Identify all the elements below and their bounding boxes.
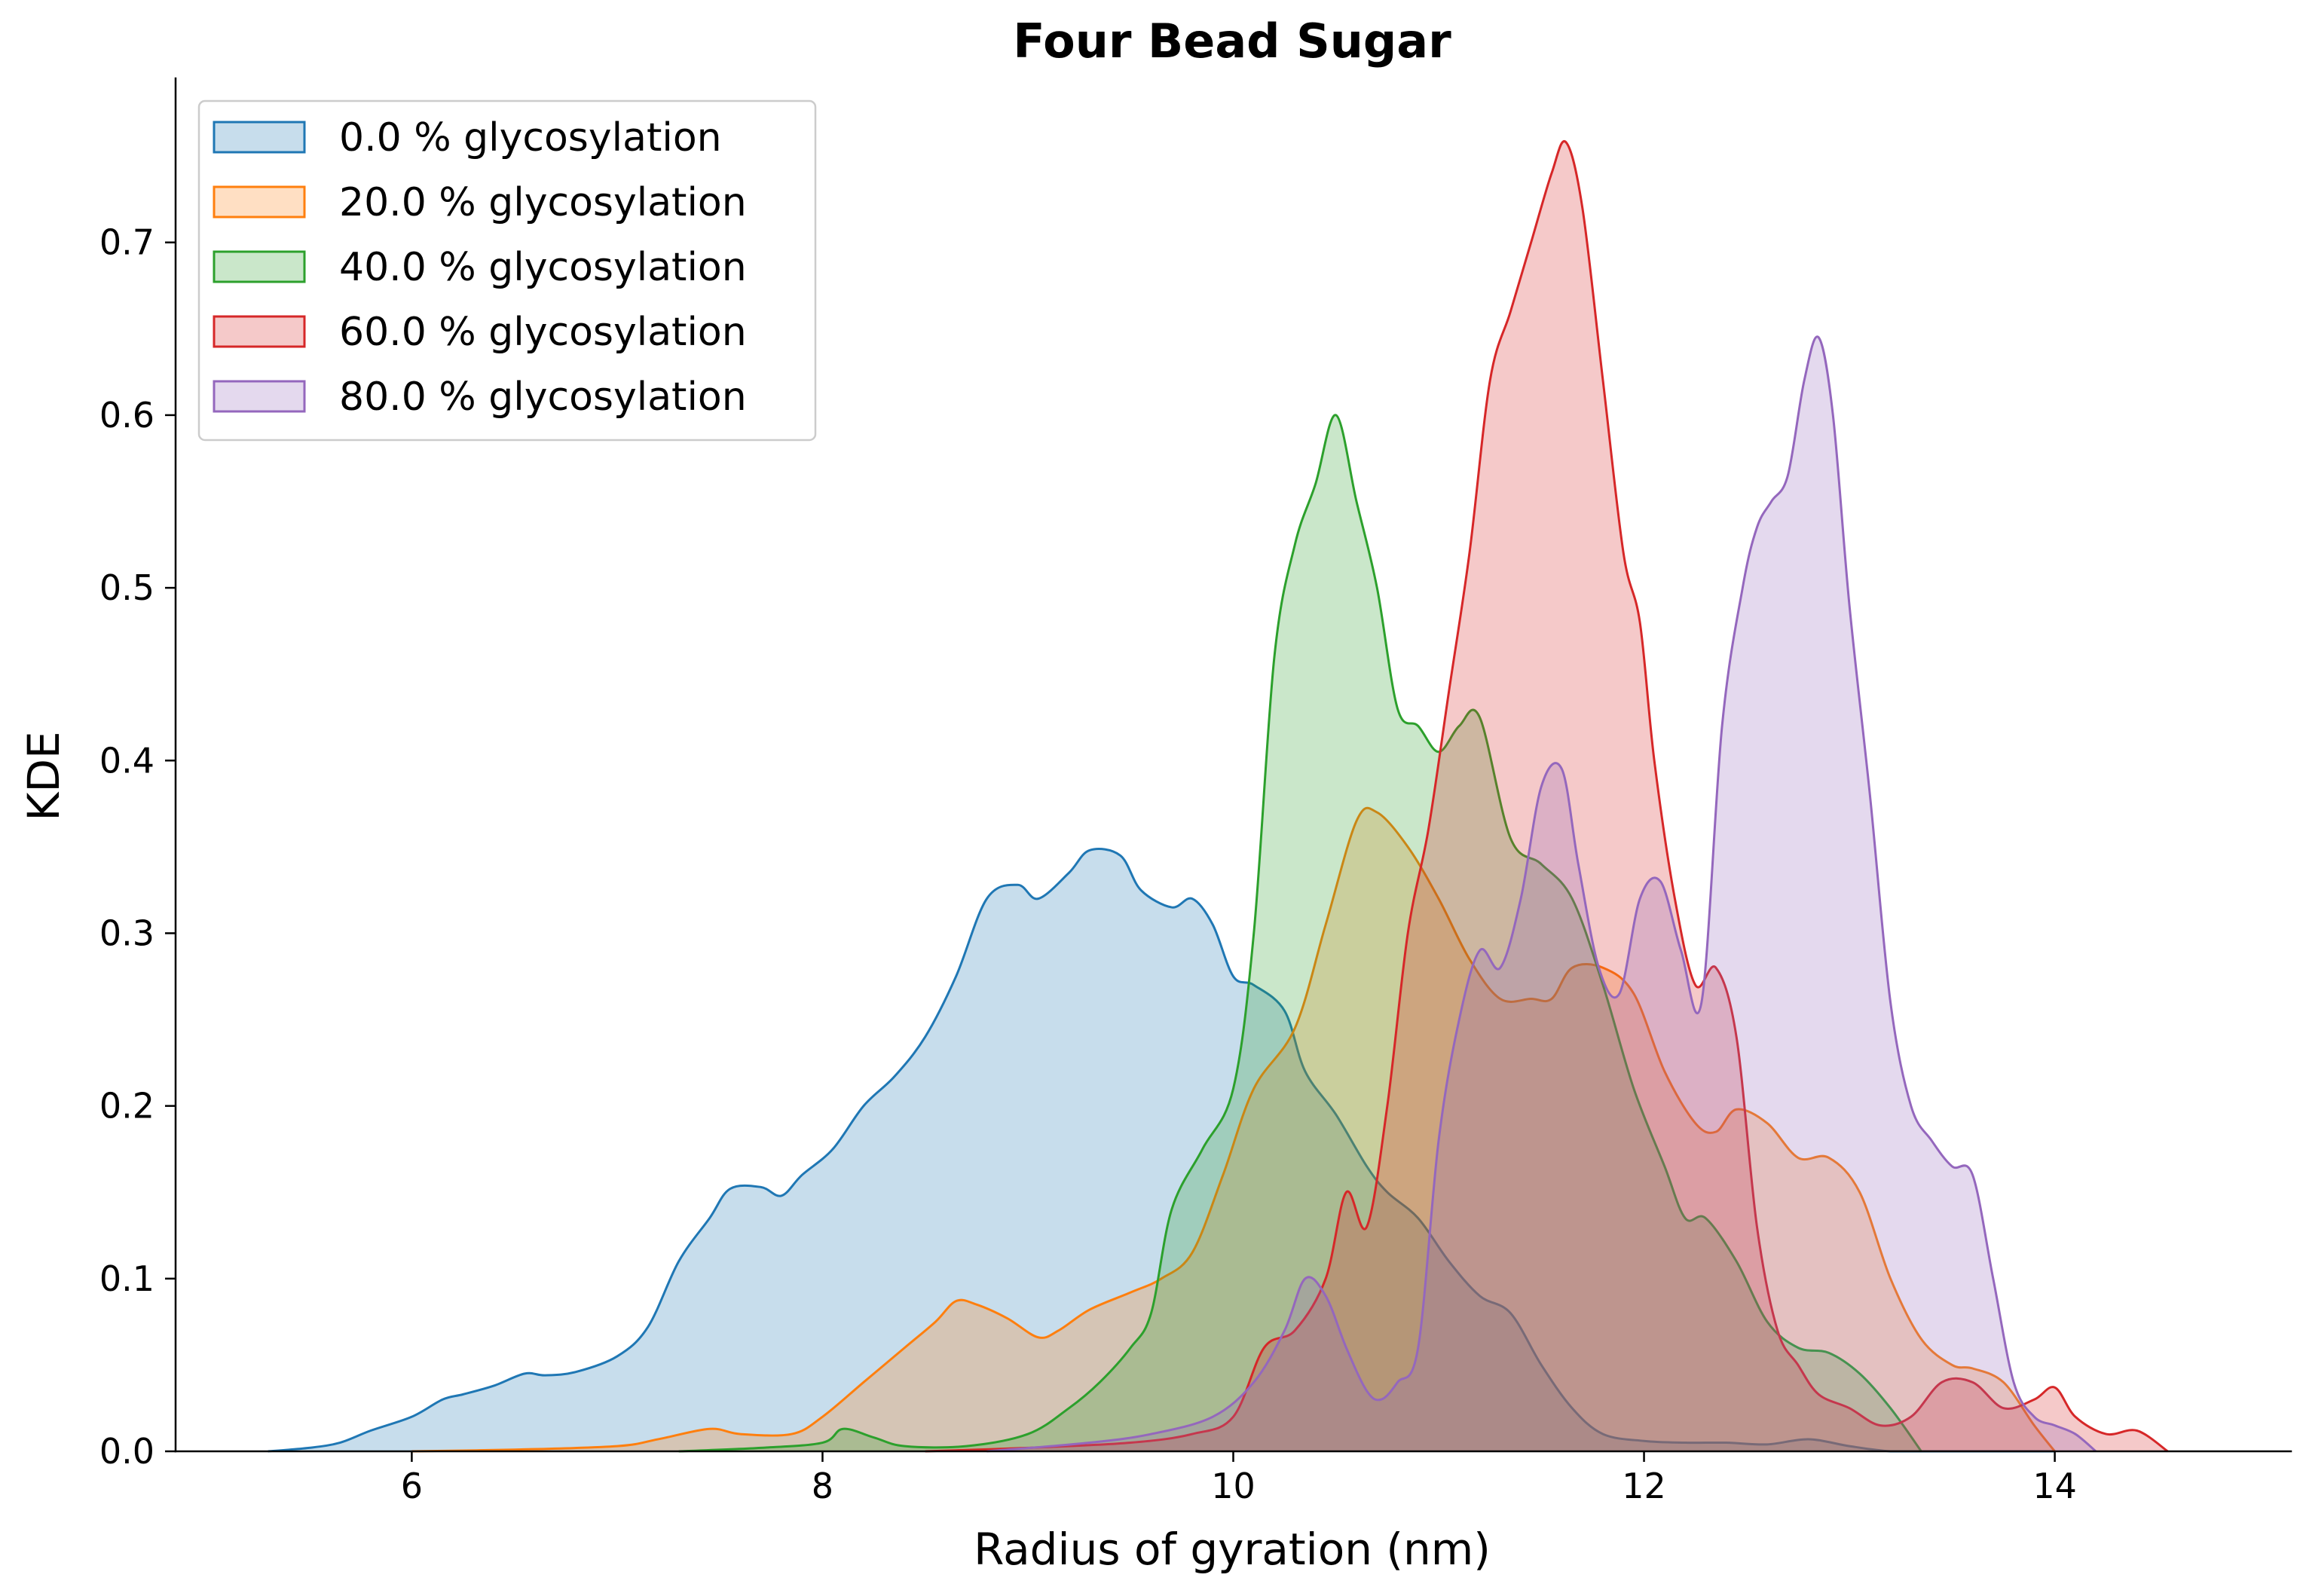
legend-label-60-0-glycosylation: 60.0 % glycosylation <box>339 310 747 355</box>
area-fill-60-0-glycosylation <box>925 141 2168 1451</box>
legend-swatch-60-0-glycosylation <box>213 315 306 348</box>
x-tick-label: 10 <box>1211 1466 1256 1506</box>
legend-swatch-40-0-glycosylation <box>213 250 306 283</box>
area-fill-40-0-glycosylation <box>678 414 1922 1451</box>
chart-title: Four Bead Sugar <box>1013 14 1451 69</box>
area-fill-0-0-glycosylation <box>268 848 2055 1451</box>
legend-label-20-0-glycosylation: 20.0 % glycosylation <box>339 180 747 225</box>
density-line-0-0-glycosylation <box>268 848 2055 1453</box>
legend-label-40-0-glycosylation: 40.0 % glycosylation <box>339 245 747 290</box>
density-line-40-0-glycosylation <box>678 414 1922 1453</box>
x-tick-label: 6 <box>401 1466 423 1506</box>
x-tick-label: 8 <box>812 1466 833 1506</box>
y-tick-label: 0.1 <box>99 1258 154 1299</box>
y-tick-label: 0.3 <box>99 913 154 953</box>
x-axis-label: Radius of gyration (nm) <box>974 1524 1491 1575</box>
y-axis-label: KDE <box>18 731 69 821</box>
density-areas <box>268 139 2169 1453</box>
legend: 0.0 % glycosylation 20.0 % glycosylation 4… <box>197 99 817 442</box>
legend-swatch-0-0-glycosylation <box>213 121 306 154</box>
y-tick-label: 0.6 <box>99 395 154 436</box>
x-tick-label: 14 <box>2032 1466 2077 1506</box>
legend-label-0-0-glycosylation: 0.0 % glycosylation <box>339 115 722 161</box>
density-line-60-0-glycosylation <box>925 139 2169 1453</box>
legend-swatch-20-0-glycosylation <box>213 185 306 219</box>
area-fill-80-0-glycosylation <box>986 336 2097 1451</box>
y-tick-label: 0.0 <box>99 1431 154 1472</box>
density-line-80-0-glycosylation <box>986 335 2097 1453</box>
y-tick-label: 0.7 <box>99 222 154 263</box>
y-tick-label: 0.2 <box>99 1086 154 1127</box>
area-fill-20-0-glycosylation <box>411 808 2055 1451</box>
legend-frame <box>197 99 817 442</box>
legend-swatch-80-0-glycosylation <box>213 380 306 413</box>
x-tick-label: 12 <box>1622 1466 1666 1506</box>
density-line-20-0-glycosylation <box>411 806 2056 1453</box>
axes: 6 8 10 12 14 0.0 0.1 0.2 0.3 0.4 0.5 0.6 0.7 <box>99 77 2292 1506</box>
y-tick-label: 0.5 <box>99 567 154 608</box>
y-tick-label: 0.4 <box>99 740 154 781</box>
legend-label-80-0-glycosylation: 80.0 % glycosylation <box>339 375 747 420</box>
